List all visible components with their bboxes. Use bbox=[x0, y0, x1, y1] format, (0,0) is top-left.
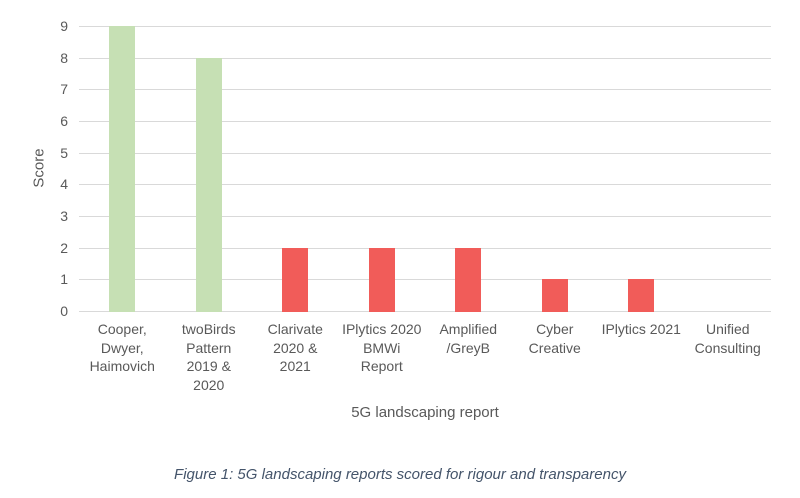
y-tick-label-9: 9 bbox=[60, 18, 68, 34]
x-axis-title: 5G landscaping report bbox=[351, 404, 499, 421]
bar-iplytics-2020-bmwi-report bbox=[368, 247, 395, 312]
bar-clarivate-2020-2021 bbox=[282, 247, 309, 312]
bar-amplified-greyb bbox=[455, 247, 482, 312]
y-tick-label-8: 8 bbox=[60, 49, 68, 66]
x-category-label-5: Amplified/GreyB bbox=[439, 321, 498, 356]
bar-cooper-dwyer-haimovich bbox=[109, 26, 136, 312]
gridline-y-4 bbox=[79, 184, 771, 186]
y-tick-label-4: 4 bbox=[60, 176, 68, 193]
x-category-label-7: IPlytics 2021 bbox=[601, 321, 681, 337]
bar-cyber-creative bbox=[541, 279, 568, 312]
x-category-label-8: Unified Consulting bbox=[694, 321, 761, 356]
x-axis-category-labels: Cooper, Dwyer, Haimovich twoBirds Pattern 201… bbox=[79, 320, 771, 400]
y-tick-label-3: 3 bbox=[60, 208, 68, 224]
y-tick-label-7: 7 bbox=[60, 81, 68, 98]
gridline-y-6 bbox=[79, 121, 771, 122]
gridline-y-2 bbox=[79, 247, 771, 249]
x-category-label-2: twoBirds Pattern 2019 & 2020 bbox=[181, 321, 236, 393]
gridline-y-7 bbox=[79, 89, 771, 91]
gridline-y-8 bbox=[79, 57, 771, 59]
figure-caption: Figure 1: 5G landscaping reports scored … bbox=[174, 466, 626, 483]
gridline-y-0 bbox=[79, 311, 771, 312]
bar-twobirds-pattern-2019-2020 bbox=[195, 57, 222, 312]
x-category-label-1: Cooper, Dwyer, Haimovich bbox=[89, 321, 155, 374]
plot-area bbox=[79, 26, 771, 312]
gridline-y-1 bbox=[79, 279, 771, 281]
gridline-y-3 bbox=[79, 216, 771, 217]
x-category-label-6: Cyber Creative bbox=[528, 321, 581, 356]
gridline-y-9 bbox=[79, 26, 771, 27]
bar-iplytics-2021 bbox=[628, 279, 655, 312]
y-tick-label-2: 2 bbox=[60, 239, 68, 256]
y-tick-label-1: 1 bbox=[60, 271, 68, 288]
x-category-label-4: IPlytics 2020 BMWi Report bbox=[342, 321, 422, 374]
y-tick-label-5: 5 bbox=[60, 144, 68, 161]
x-category-label-3: Clarivate 2020 & 2021 bbox=[267, 321, 323, 374]
y-tick-label-6: 6 bbox=[60, 113, 68, 129]
gridline-y-5 bbox=[79, 152, 771, 154]
y-tick-label-0: 0 bbox=[60, 303, 68, 319]
